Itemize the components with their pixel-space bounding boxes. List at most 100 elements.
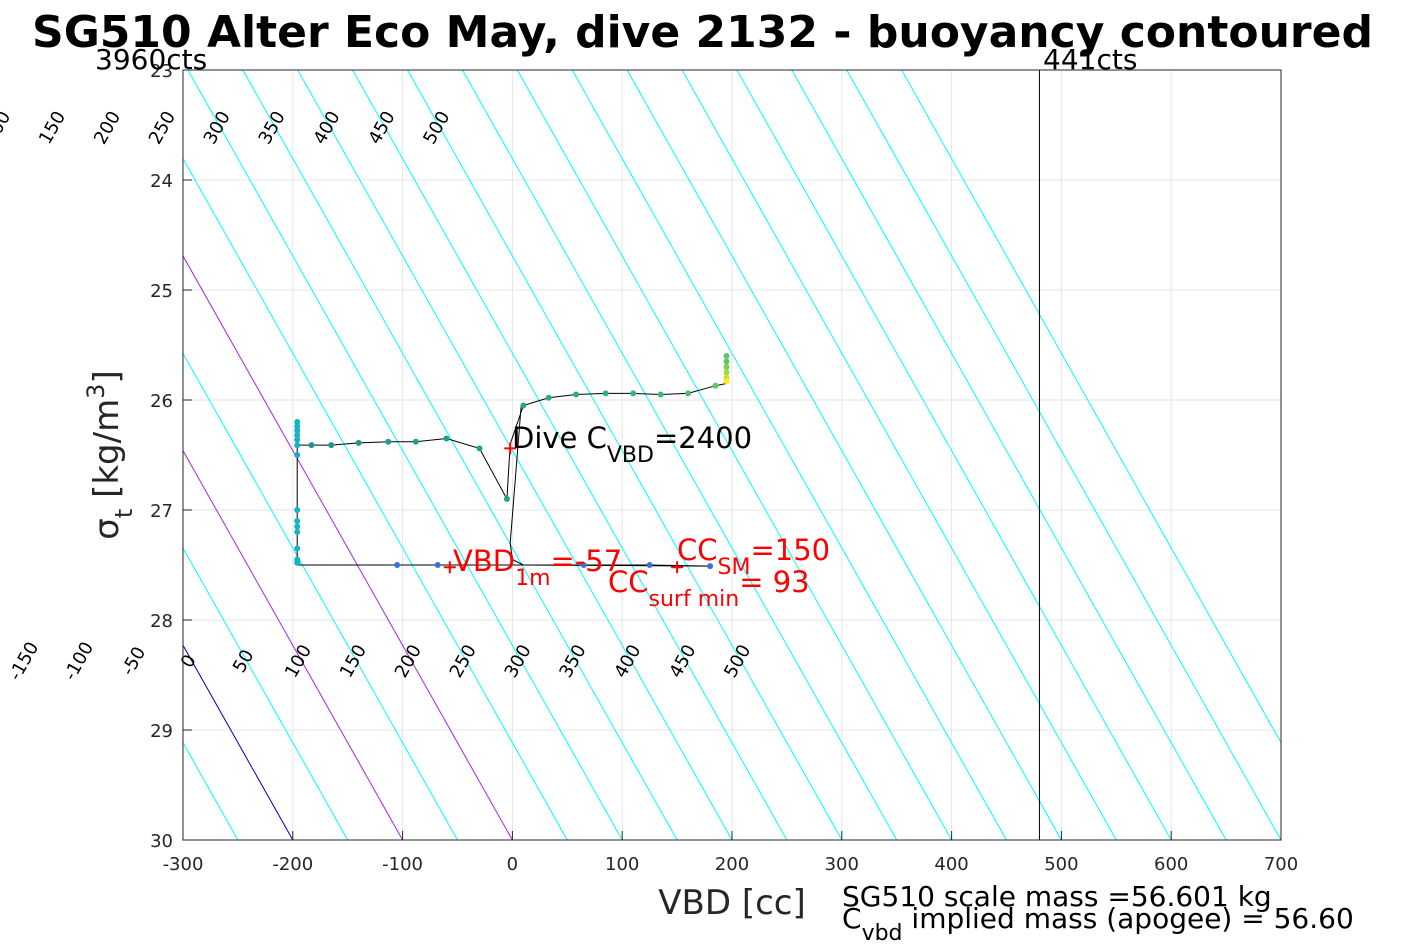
- dive-point: [723, 369, 730, 376]
- buoyancy-contours: [0, 70, 1281, 840]
- y-tick-label: 30: [150, 831, 173, 852]
- contour-line: [846, 70, 1281, 840]
- dive-point: [723, 353, 730, 359]
- dive-point: [630, 390, 637, 397]
- dive-cvbd-annotation: Dive CVBD=2400: [512, 421, 752, 468]
- dive-path: [296, 372, 727, 567]
- contour-line: [297, 70, 733, 840]
- chart-title: SG510 Alter Eco May, dive 2132 - buoyanc…: [32, 7, 1373, 58]
- x-tick-label: -300: [163, 854, 204, 875]
- dive-point: [723, 378, 730, 385]
- footer-implied-mass: Cvbd implied mass (apogee) = 56.60: [842, 902, 1354, 945]
- contour-label: 150: [35, 108, 70, 148]
- contour-line: [242, 70, 678, 840]
- contour-line: [187, 70, 623, 840]
- dive-point: [707, 563, 714, 570]
- dive-point: [308, 442, 315, 449]
- x-tick-label: 700: [1264, 854, 1298, 875]
- dive-point: [712, 382, 719, 389]
- contour-line: [901, 70, 1281, 744]
- dive-point: [412, 438, 419, 445]
- contour-line: [791, 70, 1227, 840]
- dive-point: [646, 562, 653, 568]
- dive-point: [294, 423, 301, 430]
- dive-point: [573, 391, 580, 398]
- x-tick-label: 0: [507, 854, 518, 875]
- counts-left-label: 3960cts: [95, 43, 207, 76]
- dive-trajectory: [296, 372, 727, 567]
- dive-point: [294, 452, 301, 458]
- dive-point: [443, 435, 450, 442]
- dive-point: [657, 391, 664, 398]
- dive-point: [723, 358, 730, 365]
- dive-points: [294, 353, 730, 570]
- y-tick-label: 26: [150, 391, 173, 412]
- contour-line: [462, 70, 898, 840]
- contour-label: -150: [5, 638, 43, 684]
- svg-text:σt [kg/m3]: σt [kg/m3]: [82, 370, 138, 539]
- dive-point: [294, 419, 301, 425]
- y-tick-label: 23: [150, 61, 173, 82]
- footer-scale-mass: SG510 scale mass =56.601 kg: [842, 880, 1272, 913]
- dive-point: [685, 390, 692, 397]
- x-tick-label: 300: [825, 854, 859, 875]
- dive-point: [545, 394, 552, 401]
- x-axis-ticks: -300 -200 -100 0 100 200 300 400 500 600 700: [163, 831, 1298, 875]
- zero-buoyancy-contour: [183, 644, 294, 840]
- y-label-end: ]: [87, 370, 127, 383]
- dive-point: [328, 442, 335, 449]
- dive-point: [294, 507, 301, 513]
- y-label-sub: t: [110, 509, 138, 518]
- dive-point: [294, 436, 301, 443]
- contour-line: [183, 352, 458, 840]
- contour-label: -50: [117, 643, 150, 679]
- contour-line: [352, 70, 788, 840]
- dive-point: [294, 523, 301, 530]
- contour-line: [183, 157, 568, 840]
- contour-label: -100: [60, 638, 98, 684]
- dive-point: [580, 562, 587, 568]
- y-label-rest: [kg/m: [87, 399, 127, 509]
- x-tick-label: -100: [382, 854, 423, 875]
- contour-label: 100: [0, 108, 15, 148]
- dive-point: [520, 402, 527, 409]
- dive-point: [294, 529, 301, 535]
- contour-line: [0, 70, 18, 840]
- dive-point: [723, 364, 730, 370]
- red-plus-marker: [504, 442, 517, 455]
- y-label-main: σ: [87, 518, 127, 540]
- dive-point: [294, 442, 301, 449]
- dive-point: [355, 439, 362, 446]
- contour-line: [736, 70, 1172, 840]
- dive-point: [385, 438, 392, 445]
- dive-point: [294, 427, 301, 434]
- dive-point: [434, 562, 441, 568]
- x-axis-label: VBD [cc]: [658, 883, 806, 923]
- dive-point: [294, 545, 301, 552]
- contour-label: 250: [145, 108, 180, 148]
- x-tick-label: 100: [605, 854, 639, 875]
- dive-point: [294, 559, 301, 566]
- y-tick-label: 28: [150, 611, 173, 632]
- dive-point: [294, 518, 301, 524]
- vbd-1m-annotation: VBD1m=-57: [453, 544, 622, 591]
- dive-point: [476, 445, 483, 452]
- x-tick-label: -200: [272, 854, 313, 875]
- y-tick-label: 27: [150, 501, 173, 522]
- contour-line: [183, 546, 349, 840]
- red-plus-marker: [443, 561, 456, 574]
- cc-surf-min-annotation: CCsurf min= 93: [608, 565, 810, 612]
- contour-line: [0, 70, 73, 840]
- dive-point: [294, 432, 301, 439]
- x-tick-label: 400: [934, 854, 968, 875]
- x-tick-label: 200: [715, 854, 749, 875]
- contour-label: 200: [90, 108, 125, 148]
- contour-line: [571, 70, 1007, 840]
- cc-sm-annotation: CCSM=150: [677, 533, 830, 580]
- y-axis-ticks: 23 24 25 26 27 28 29 30: [150, 61, 192, 852]
- reference-contour-line: [183, 449, 404, 840]
- x-tick-label: 600: [1154, 854, 1188, 875]
- x-tick-label: 500: [1044, 854, 1078, 875]
- contour-line: [516, 70, 953, 840]
